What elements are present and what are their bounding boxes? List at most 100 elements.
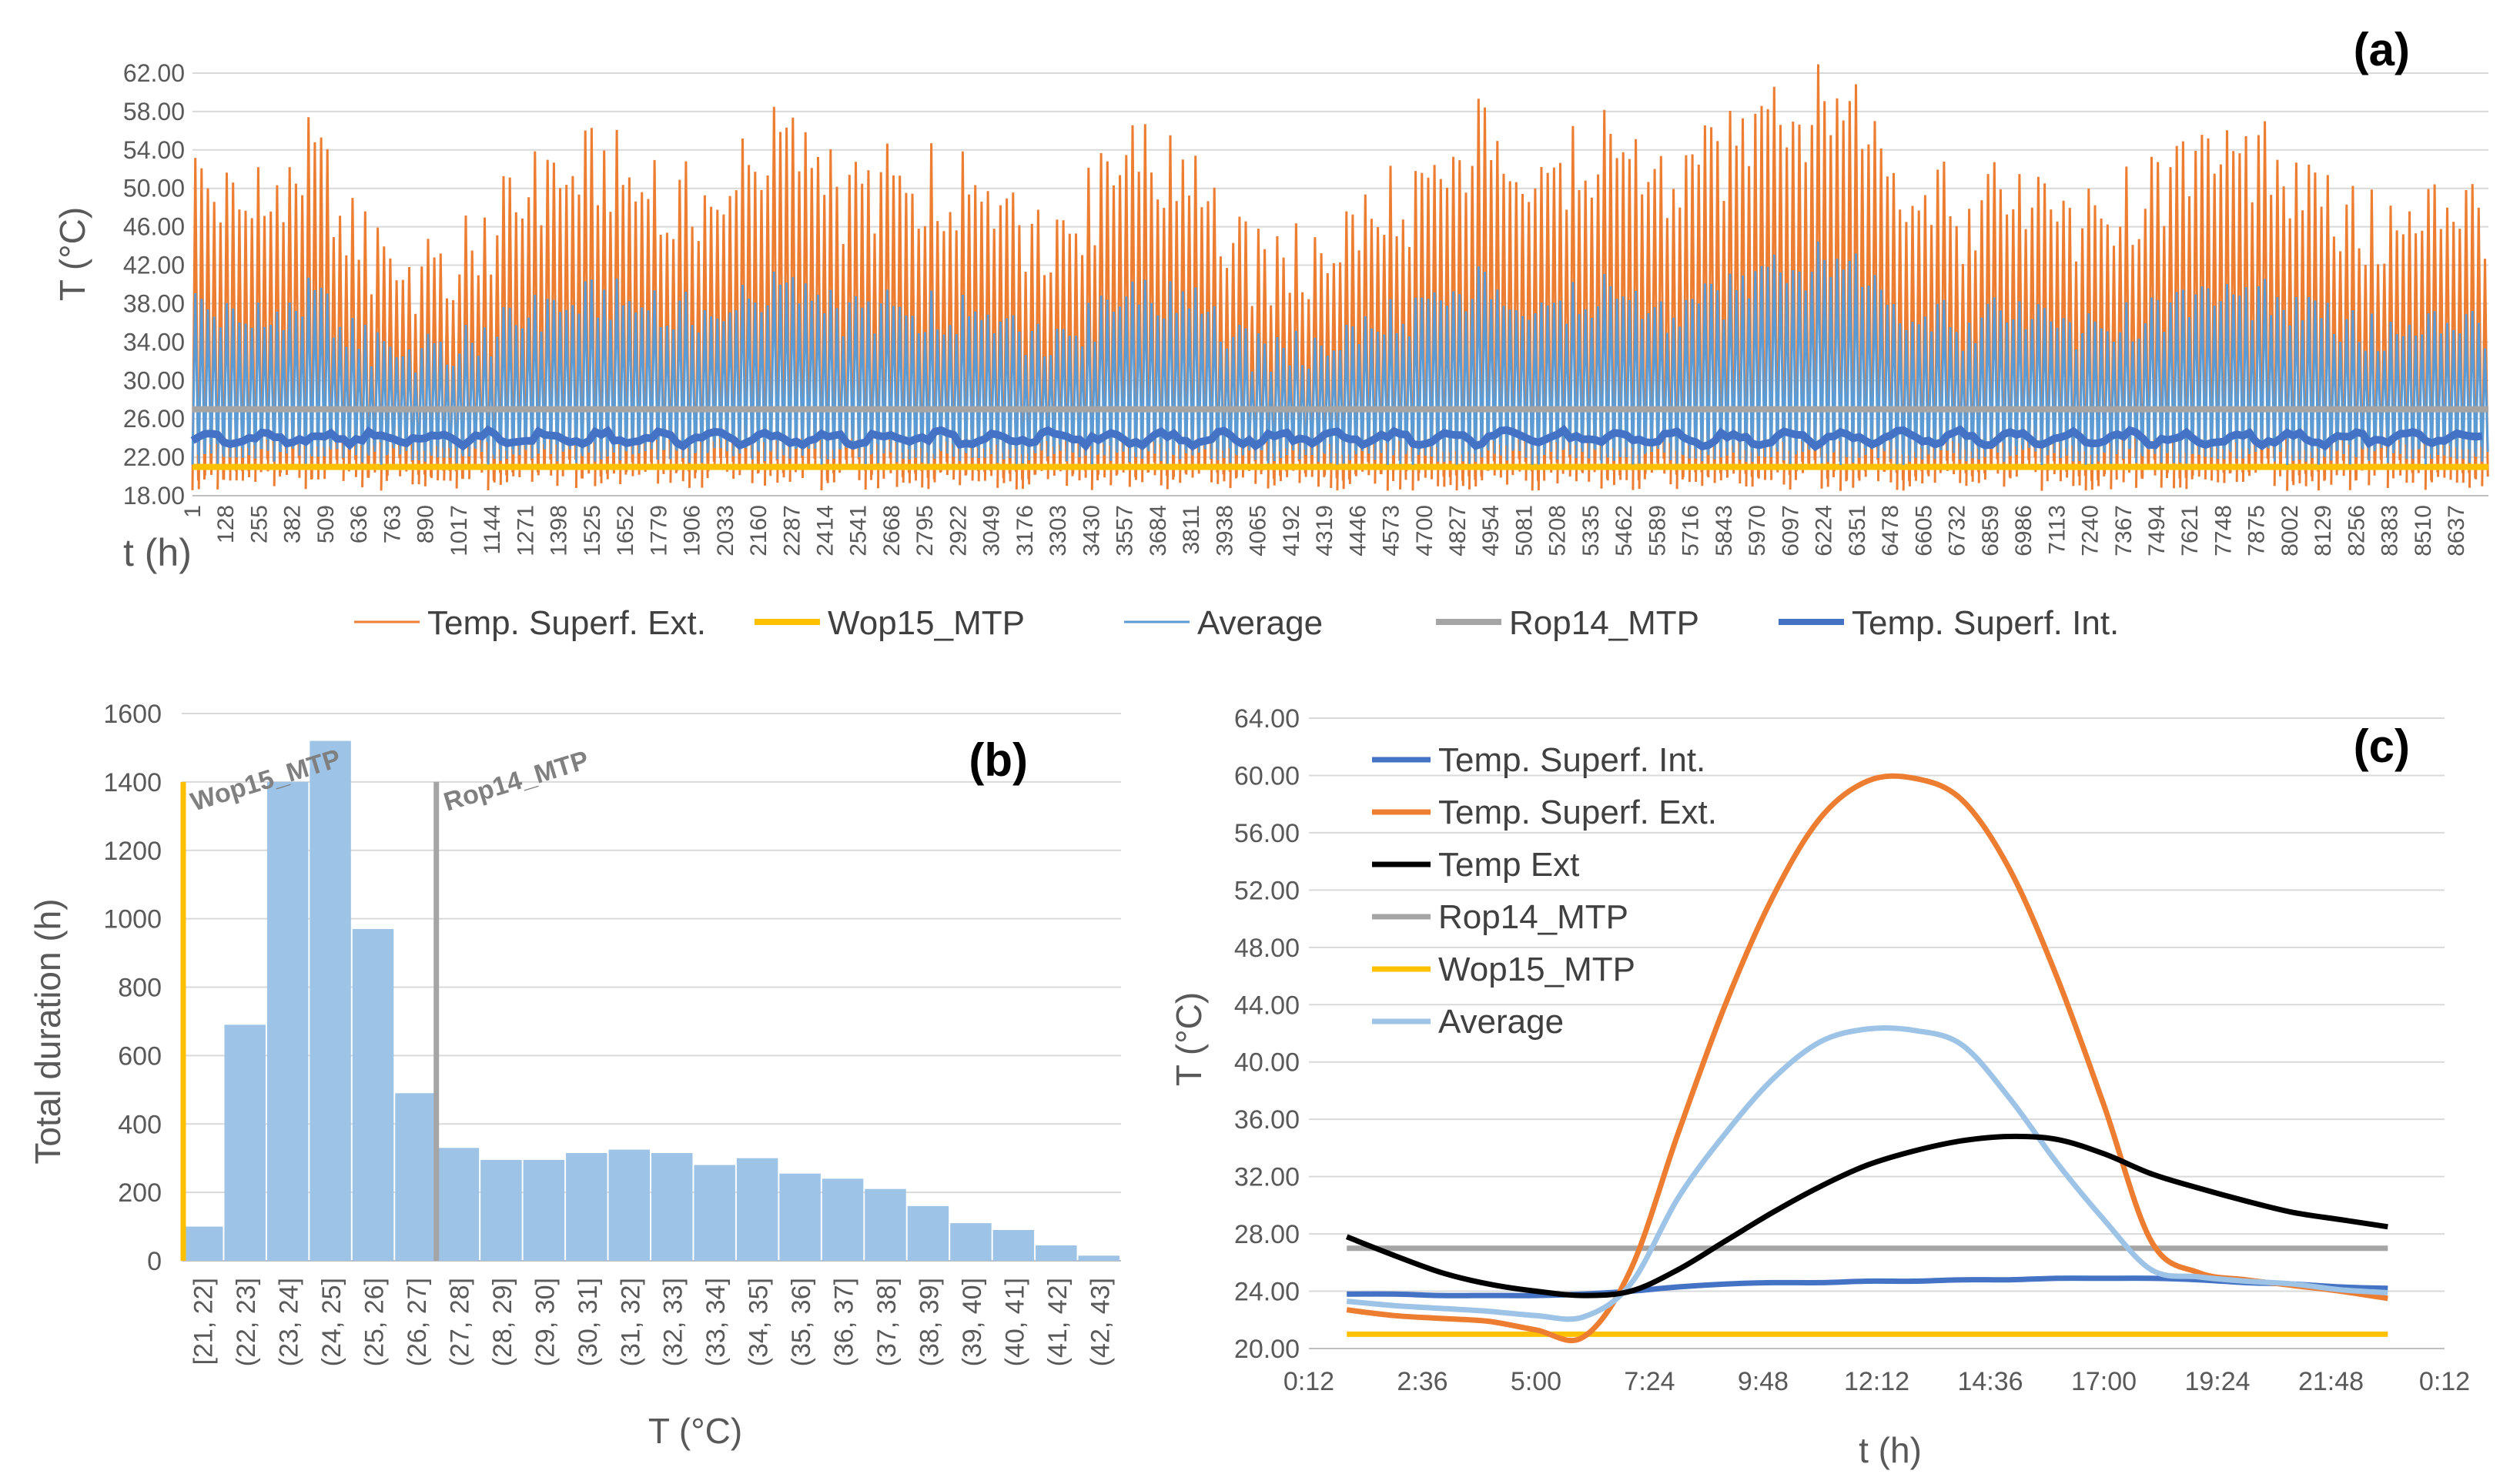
x-tick-label-a: 8510 (2411, 505, 2436, 556)
series-temp-superf-ext-a (191, 64, 2489, 491)
x-tick-label-a: 2287 (779, 505, 805, 556)
x-tick-label-b: (32, 33] (659, 1278, 688, 1366)
legend-label-a: Wop15_MTP (828, 604, 1025, 642)
y-tick-label-c: 52.00 (1234, 876, 1300, 905)
x-tick-label-a: 1017 (447, 505, 472, 556)
legend-label-c: Rop14_MTP (1438, 898, 1628, 936)
x-tick-label-a: 5843 (1712, 505, 1737, 556)
x-tick-label-a: 5081 (1511, 505, 1537, 556)
x-tick-label-a: 1525 (580, 505, 605, 556)
x-tick-label-a: 3557 (1113, 505, 1138, 556)
x-tick-label-b: (25, 26] (360, 1278, 390, 1366)
chart-c-panel-label: (c) (2354, 720, 2410, 772)
y-tick-label-a: 46.00 (123, 213, 185, 241)
x-tick-label-a: 2160 (746, 505, 771, 556)
chart-b-x-axis-title: T (°C) (648, 1411, 742, 1451)
legend-label-c: Temp. Superf. Ext. (1438, 794, 1717, 831)
chart-c-x-axis-title: t (h) (1859, 1430, 1922, 1470)
x-tick-label-a: 8256 (2344, 505, 2369, 556)
x-tick-label-a: 2795 (912, 505, 938, 556)
x-tick-label-b: (30, 31] (574, 1278, 603, 1366)
x-tick-label-b: (33, 34] (701, 1278, 731, 1366)
y-tick-label-a: 42.00 (123, 252, 185, 279)
x-tick-label-a: 6097 (1778, 505, 1803, 556)
x-tick-label-a: 7240 (2078, 505, 2103, 556)
y-tick-label-c: 20.00 (1234, 1335, 1300, 1364)
y-tick-label-a: 50.00 (123, 175, 185, 202)
x-tick-label-a: 8002 (2277, 505, 2303, 556)
bar-8 (523, 1159, 565, 1261)
x-tick-label-a: 4827 (1445, 505, 1471, 556)
x-tick-label-c: 2:36 (1397, 1367, 1447, 1396)
x-tick-label-a: 8383 (2378, 505, 2403, 556)
x-tick-label-a: 890 (413, 505, 439, 543)
x-tick-label-a: 2668 (879, 505, 905, 556)
series-temp-superf-int-a (190, 424, 2483, 452)
x-tick-label-a: 4700 (1412, 505, 1437, 556)
x-tick-label-c: 0:12 (2419, 1367, 2470, 1396)
chart-b-bars (182, 740, 1119, 1261)
chart-a-x-ticks: 1 128 255 382 509 636 763 890 1017 1144 1271 1398 15… (180, 505, 2469, 556)
x-tick-label-c: 12:12 (1844, 1367, 1909, 1396)
x-tick-label-a: 4954 (1478, 505, 1504, 556)
x-tick-label-a: 3430 (1079, 505, 1104, 556)
x-tick-label-b: (23, 24] (275, 1278, 304, 1366)
bar-15 (822, 1178, 864, 1261)
bar-16 (865, 1188, 906, 1261)
x-tick-label-a: 3303 (1046, 505, 1071, 556)
chart-b-x-ticks: [21, 22] (22, 23] (23, 24] (24, 25] (25, 26]… (189, 1278, 1116, 1366)
x-tick-label-a: 8637 (2444, 505, 2469, 556)
bar-18 (950, 1223, 992, 1261)
bar-6 (437, 1148, 480, 1261)
y-tick-label-b: 800 (118, 974, 162, 1003)
x-tick-label-b: [21, 22] (189, 1278, 219, 1365)
x-tick-label-a: 2922 (945, 505, 971, 556)
x-tick-label-a: 5589 (1645, 505, 1670, 556)
x-tick-label-c: 5:00 (1511, 1367, 1561, 1396)
bar-5 (395, 1093, 437, 1261)
chart-b-y-ticks: 0 200 400 600 800 1000 1200 1400 1600 (103, 700, 162, 1276)
x-tick-label-a: 7875 (2244, 505, 2270, 556)
x-tick-label-a: 1144 (480, 505, 505, 555)
x-tick-label-a: 2033 (713, 505, 738, 556)
bar-4 (352, 928, 394, 1261)
legend-label-a: Temp. Superf. Ext. (427, 604, 706, 642)
x-tick-label-a: 6224 (1812, 505, 1837, 556)
x-tick-label-b: (22, 23] (232, 1278, 261, 1366)
y-tick-label-a: 30.00 (123, 366, 185, 394)
x-tick-label-a: 1271 (513, 505, 538, 556)
x-tick-label-c: 21:48 (2298, 1367, 2364, 1396)
bar-7 (480, 1159, 522, 1261)
y-tick-label-a: 54.00 (123, 136, 185, 164)
legend-label-a: Rop14_MTP (1509, 604, 1699, 642)
chart-a-series (190, 64, 2489, 491)
x-tick-label-a: 2414 (813, 505, 838, 556)
bar-14 (779, 1173, 821, 1261)
x-tick-label-a: 4319 (1312, 505, 1337, 556)
x-tick-label-a: 4192 (1279, 505, 1304, 556)
y-tick-label-a: 62.00 (123, 59, 185, 87)
chart-c-gridlines (1309, 717, 2445, 1349)
x-tick-label-a: 8129 (2311, 505, 2336, 556)
chart-a-panel-label: (a) (2354, 24, 2410, 75)
x-tick-label-b: (31, 32] (616, 1278, 645, 1366)
y-tick-label-c: 24.00 (1234, 1278, 1300, 1307)
chart-c: 20.00 24.00 28.00 32.00 36.00 40.00 44.00 48.00… (1169, 704, 2470, 1470)
y-tick-label-b: 400 (118, 1110, 162, 1139)
chart-a: 18.00 22.00 26.00 30.00 34.00 38.00 42.00 46.00… (52, 24, 2489, 642)
x-tick-label-a: 6351 (1845, 505, 1870, 556)
chart-c-x-ticks: 0:12 2:36 5:00 7:24 9:48 12:12 14:36 17:00 19:24… (1283, 1367, 2470, 1396)
y-tick-label-c: 64.00 (1234, 704, 1300, 734)
bar-21 (1078, 1255, 1119, 1261)
x-tick-label-b: (39, 40] (958, 1278, 987, 1366)
x-tick-label-a: 636 (346, 505, 372, 543)
x-tick-label-a: 3049 (979, 505, 1005, 556)
x-tick-label-c: 0:12 (1283, 1367, 1334, 1396)
legend-label-c: Average (1438, 1003, 1564, 1041)
x-tick-label-a: 7113 (2044, 505, 2070, 555)
bar-11 (651, 1153, 693, 1261)
x-tick-label-a: 382 (280, 505, 306, 543)
x-tick-label-a: 763 (380, 505, 405, 543)
x-tick-label-a: 6732 (1945, 505, 1970, 556)
